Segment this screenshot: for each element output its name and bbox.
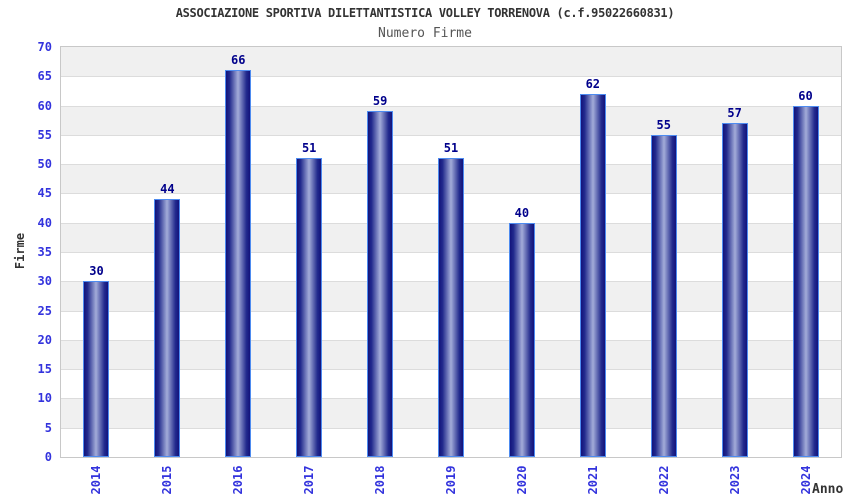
x-tick-label: 2019 <box>444 465 458 495</box>
gridline <box>61 134 841 136</box>
y-tick-label: 60 <box>37 98 52 113</box>
chart-subtitle: Numero Firme <box>378 26 472 41</box>
y-tick-label: 5 <box>44 420 52 435</box>
gridline <box>61 76 841 78</box>
bar-value-label: 60 <box>798 88 813 103</box>
y-tick-label: 20 <box>37 332 52 347</box>
y-tick-label: 0 <box>44 450 52 464</box>
bar-value-label: 66 <box>231 53 246 68</box>
grid-band <box>61 47 841 77</box>
x-tick-label: 2021 <box>585 465 600 495</box>
bar-2021 <box>579 93 606 457</box>
y-tick-label: 65 <box>37 69 52 84</box>
grid-band <box>61 76 841 106</box>
x-tick-label: 2022 <box>656 465 671 495</box>
bar-2015 <box>154 199 181 457</box>
bar-2023 <box>721 123 748 457</box>
y-tick-label: 30 <box>37 274 52 289</box>
gridline <box>61 105 841 107</box>
bar-value-label: 51 <box>443 141 459 156</box>
bar-value-label: 30 <box>89 264 104 279</box>
y-tick-label: 15 <box>37 362 52 377</box>
bar-value-label: 59 <box>372 94 388 109</box>
bar-value-label: 62 <box>585 76 601 91</box>
y-tick-label: 55 <box>37 127 52 142</box>
bar-2020 <box>508 222 535 457</box>
y-tick-label: 35 <box>37 245 52 259</box>
x-tick-label: 2017 <box>302 465 317 495</box>
bar-2017 <box>296 158 323 457</box>
x-tick-label: 2014 <box>89 465 104 495</box>
x-tick-label: 2018 <box>373 465 388 495</box>
x-tick-label: 2015 <box>160 465 175 495</box>
y-tick-label: 70 <box>37 40 52 54</box>
x-tick-label: 2024 <box>798 465 813 495</box>
y-tick-label: 10 <box>37 391 52 406</box>
bar-2024 <box>792 105 819 457</box>
x-tick-label: 2016 <box>231 465 246 495</box>
x-axis-label: Anno <box>812 482 844 497</box>
grid-band <box>61 105 841 135</box>
bar-2014 <box>83 281 110 457</box>
plot-area: 30 44 66 51 59 51 40 62 55 57 60 <box>60 46 842 458</box>
bar-value-label: 44 <box>160 182 175 197</box>
bar-value-label: 40 <box>514 205 530 220</box>
chart-title: ASSOCIAZIONE SPORTIVA DILETTANTISTICA VO… <box>175 6 675 20</box>
y-tick-label: 40 <box>37 215 52 230</box>
bar-2018 <box>367 111 394 457</box>
y-tick-label: 25 <box>37 303 52 318</box>
bar-2022 <box>650 134 677 457</box>
x-tick-label: 2020 <box>514 465 529 495</box>
y-tick-label: 45 <box>37 186 52 201</box>
bar-value-label: 57 <box>727 106 742 121</box>
x-tick-label: 2023 <box>727 465 742 495</box>
bar-2016 <box>225 70 252 457</box>
bar-value-label: 55 <box>656 117 671 132</box>
y-tick-label: 50 <box>37 157 52 172</box>
bar-2019 <box>438 158 464 457</box>
bar-value-label: 51 <box>301 141 317 156</box>
